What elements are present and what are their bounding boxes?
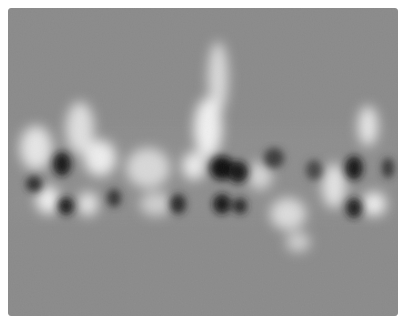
- bright-features: [20, 42, 386, 252]
- micrograph-svg: [8, 8, 398, 316]
- dark-features: [26, 148, 394, 218]
- micrograph-image: [8, 8, 398, 316]
